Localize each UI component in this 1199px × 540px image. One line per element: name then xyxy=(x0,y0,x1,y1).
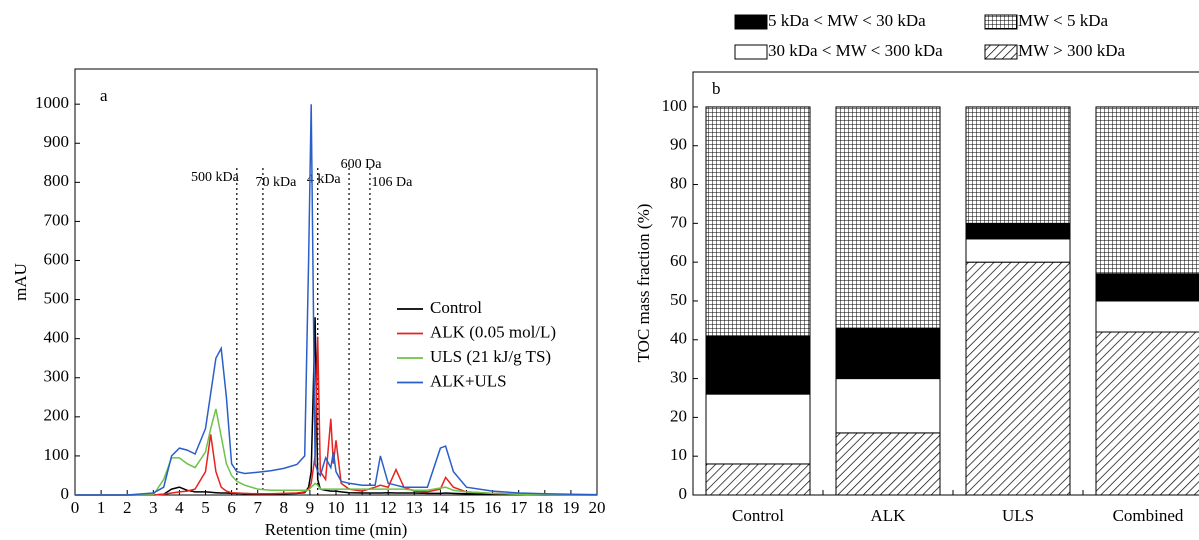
bar-segment xyxy=(965,222,1071,240)
bar-segment xyxy=(835,378,941,434)
legend-label: 30 kDa < MW < 300 kDa xyxy=(768,41,943,60)
y-tick-label: 60 xyxy=(670,251,687,270)
y-tick-label: 40 xyxy=(670,329,687,348)
bar-segment xyxy=(705,335,811,395)
panel-b: b TOC mass fraction (%) 0 10 20 30 40 50 60 70 8… xyxy=(634,11,1199,525)
series-line xyxy=(75,104,598,496)
x-tick-label: 3 xyxy=(149,498,158,517)
x-tick-label: 16 xyxy=(484,498,501,517)
bar-segment xyxy=(1095,331,1199,496)
legend-swatch xyxy=(984,14,1018,30)
marker-label: 70 kDa xyxy=(256,175,298,190)
y-tick-label: 100 xyxy=(44,445,70,464)
y-tick-label: 700 xyxy=(44,210,70,229)
legend-swatch xyxy=(734,44,768,60)
y-tick-label: 10 xyxy=(670,445,687,464)
y-tick-label: 400 xyxy=(44,328,70,347)
legend-label: ALK+ULS xyxy=(430,371,507,390)
x-tick-label: 0 xyxy=(71,498,80,517)
bar-segment xyxy=(705,463,811,496)
bar-segment xyxy=(965,261,1071,496)
bar-segment xyxy=(1095,273,1199,302)
marker-label: 500 kDa xyxy=(191,170,240,185)
legend-swatch xyxy=(984,44,1018,60)
x-tick-label: 18 xyxy=(536,498,553,517)
x-axis-title: Retention time (min) xyxy=(265,520,408,539)
legend-label: 5 kDa < MW < 30 kDa xyxy=(768,11,926,30)
legend-label: ULS (21 kJ/g TS) xyxy=(430,347,551,366)
y-axis-title: TOC mass fraction (%) xyxy=(634,204,653,363)
y-tick-label: 0 xyxy=(61,484,70,503)
x-tick-label: 14 xyxy=(432,498,450,517)
panel-label: b xyxy=(712,79,721,98)
y-tick-label: 900 xyxy=(44,132,70,151)
legend-swatch xyxy=(734,14,768,30)
x-tick-label: Combined xyxy=(1113,506,1184,525)
bar-segment xyxy=(705,106,811,337)
marker-label: 106 Da xyxy=(372,175,414,190)
y-tick-label: 1000 xyxy=(35,93,69,112)
y-axis-title: mAU xyxy=(11,263,30,301)
plot-frame xyxy=(692,71,1199,496)
y-tick-label: 30 xyxy=(670,367,687,386)
x-tick-label: 2 xyxy=(123,498,132,517)
bar-segment xyxy=(835,327,941,380)
bar-segment xyxy=(1095,106,1199,275)
x-tick-label: 11 xyxy=(354,498,370,517)
legend-label: MW < 5 kDa xyxy=(1018,11,1108,30)
panel-label: a xyxy=(100,86,108,105)
x-tick-label: 10 xyxy=(328,498,345,517)
legend-label: ALK (0.05 mol/L) xyxy=(430,322,556,341)
x-tick-label: 13 xyxy=(406,498,423,517)
x-tick-label: 20 xyxy=(589,498,606,517)
y-tick-label: 800 xyxy=(44,171,70,190)
bar-segment xyxy=(965,238,1071,263)
y-tick-label: 80 xyxy=(670,173,687,192)
x-tick-label: 12 xyxy=(380,498,397,517)
y-tick-label: 90 xyxy=(670,135,687,154)
legend-label: MW > 300 kDa xyxy=(1018,41,1125,60)
marker-label: 4 kDa xyxy=(307,172,342,187)
series-line xyxy=(75,408,597,496)
x-tick-label: Control xyxy=(732,506,784,525)
marker-label: 600 Da xyxy=(341,157,383,172)
x-tick-label: 4 xyxy=(175,498,184,517)
x-tick-label: 1 xyxy=(97,498,106,517)
x-tick-label: 5 xyxy=(201,498,210,517)
bar-segment xyxy=(705,393,811,465)
legend-label: Control xyxy=(430,298,482,317)
bar-segment xyxy=(1095,300,1199,333)
panel-a: a Retention time (min) mAU 0100200300400… xyxy=(11,68,606,539)
x-tick-label: 17 xyxy=(510,498,528,517)
x-tick-label: 19 xyxy=(562,498,579,517)
bar-segment xyxy=(965,106,1071,224)
y-tick-label: 500 xyxy=(44,288,70,307)
y-tick-label: 100 xyxy=(662,96,688,115)
y-tick-label: 200 xyxy=(44,406,70,425)
bar-segment xyxy=(835,106,941,329)
x-tick-label: 7 xyxy=(253,498,262,517)
y-tick-label: 70 xyxy=(670,212,687,231)
x-tick-label: 9 xyxy=(306,498,315,517)
y-tick-label: 0 xyxy=(679,484,688,503)
series-line xyxy=(75,336,597,496)
x-tick-label: ULS xyxy=(1002,506,1034,525)
plot-frame xyxy=(74,68,598,496)
y-tick-label: 50 xyxy=(670,290,687,309)
x-tick-label: 15 xyxy=(458,498,475,517)
x-tick-label: 6 xyxy=(227,498,236,517)
x-tick-label: 8 xyxy=(280,498,289,517)
bar-segment xyxy=(835,432,941,496)
y-tick-label: 300 xyxy=(44,367,70,386)
y-tick-label: 600 xyxy=(44,249,70,268)
x-tick-label: ALK xyxy=(871,506,907,525)
y-tick-label: 20 xyxy=(670,406,687,425)
